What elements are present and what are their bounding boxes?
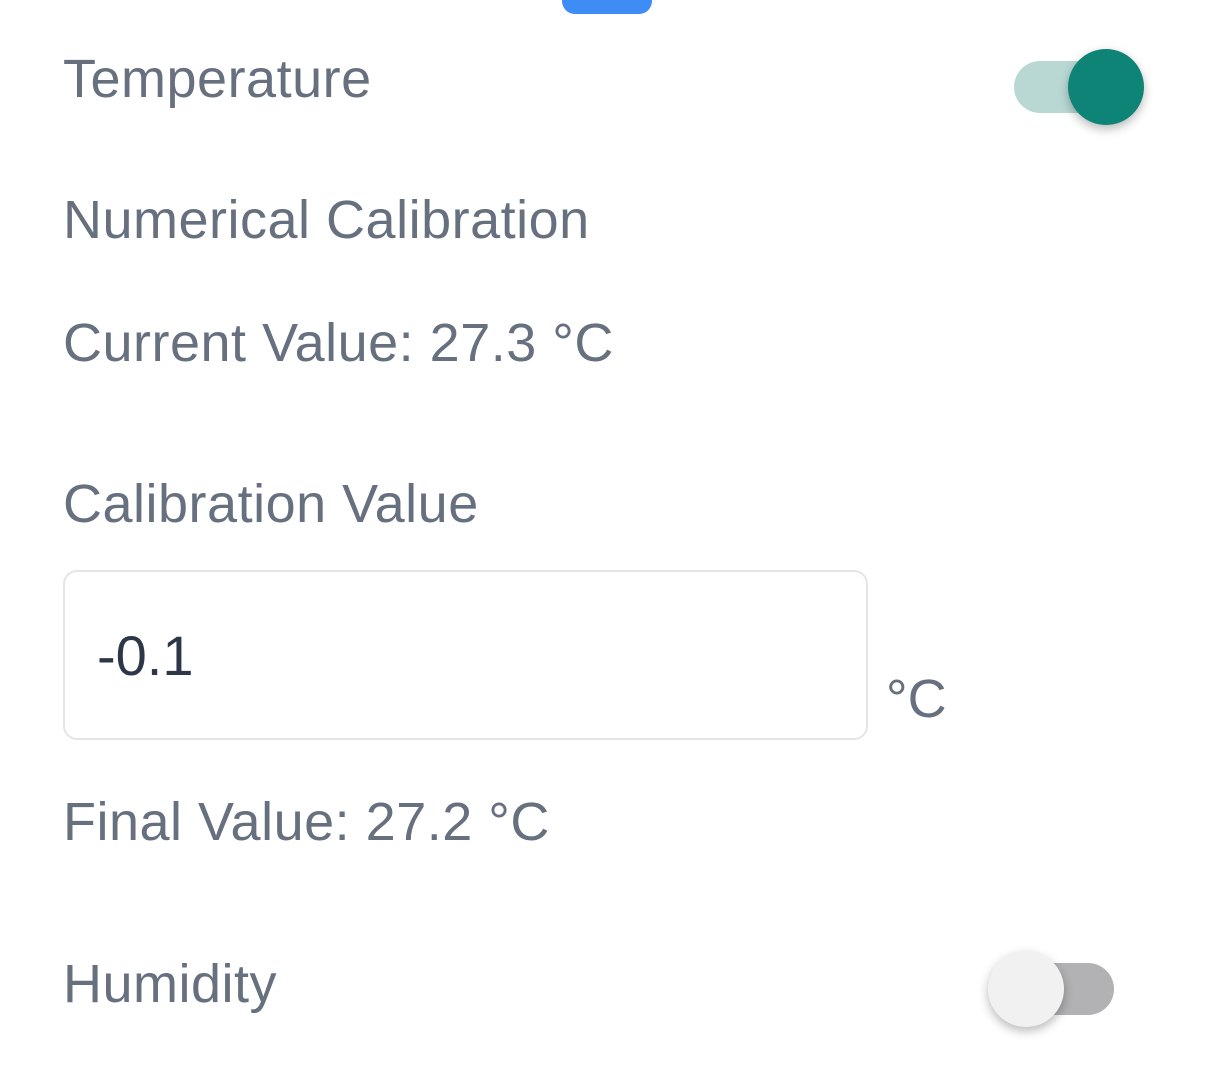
temperature-toggle-knob[interactable]: [1068, 49, 1144, 125]
final-value-text: Final Value: 27.2 °C: [63, 792, 550, 852]
numerical-calibration-title: Numerical Calibration: [63, 190, 590, 250]
current-value-text: Current Value: 27.3 °C: [63, 313, 614, 373]
humidity-label: Humidity: [63, 954, 278, 1014]
temperature-label: Temperature: [63, 49, 372, 109]
calibration-value-label: Calibration Value: [63, 474, 479, 534]
humidity-toggle[interactable]: [988, 951, 1114, 1027]
calibration-unit-label: °C: [886, 669, 947, 729]
humidity-toggle-knob[interactable]: [988, 951, 1064, 1027]
temperature-toggle[interactable]: [1014, 49, 1144, 125]
calibration-value-input[interactable]: [63, 570, 868, 740]
top-accent-indicator: [562, 0, 652, 14]
